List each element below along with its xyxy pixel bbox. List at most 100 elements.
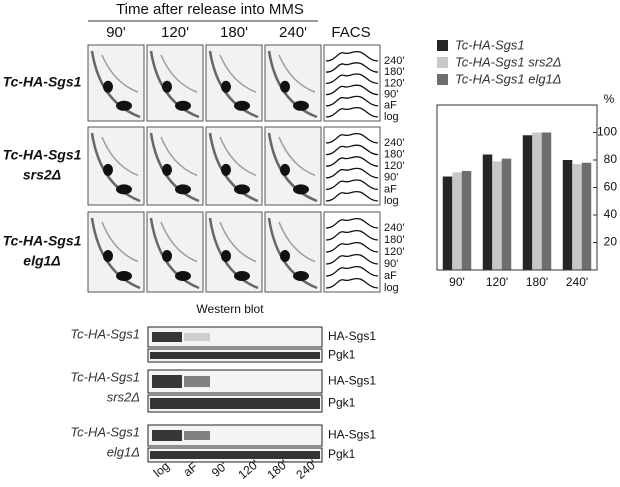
gel-spot <box>234 100 250 111</box>
gel-panel <box>146 44 204 122</box>
bar <box>461 171 472 270</box>
gel-spot <box>221 163 231 176</box>
facs-timepoint: 240' <box>384 55 404 67</box>
gel-arc <box>208 50 259 119</box>
header: Time after release into MMS <box>116 1 304 18</box>
strain-label: Tc-HA-Sgs1 <box>3 147 82 163</box>
gel-spot <box>280 80 290 93</box>
gel-arc <box>208 217 259 290</box>
facs-curve <box>325 167 379 179</box>
facs-timepoint: aF <box>384 183 397 195</box>
y-tick-label: 100 <box>597 125 617 139</box>
gel-arc <box>160 54 198 93</box>
blot-strain-label: Tc-HA-Sgs1 <box>70 326 140 341</box>
gel-arc <box>90 217 141 290</box>
gel-spot <box>116 271 132 281</box>
legend-swatch <box>437 57 448 68</box>
strain-label: srs2Δ <box>23 167 61 183</box>
gel-spot <box>162 163 172 176</box>
gel-arc <box>278 221 316 263</box>
facs-curve <box>325 84 379 96</box>
y-tick-label: 80 <box>604 152 618 166</box>
gel-spot <box>103 163 113 176</box>
x-tick-label: 90' <box>449 275 465 289</box>
bar <box>532 132 542 270</box>
gel-spot <box>221 250 231 262</box>
gel-spot <box>162 250 172 262</box>
legend-label: Tc-HA-Sgs1 elg1Δ <box>455 71 562 86</box>
band-label: HA-Sgs1 <box>328 329 376 343</box>
facs-curve <box>325 62 379 73</box>
gel-arc <box>267 50 318 119</box>
gel-spot <box>280 250 290 262</box>
facs-timepoint: 90' <box>384 89 398 101</box>
blot-band <box>152 375 182 388</box>
gel-arc <box>149 217 200 290</box>
blot-band <box>152 430 182 441</box>
blot-strain-label: srs2Δ <box>107 389 140 404</box>
facs-curve <box>325 253 379 265</box>
facs-curve <box>325 73 379 85</box>
facs-curve <box>325 156 379 167</box>
lane-label: aF <box>181 459 201 479</box>
legend-swatch <box>437 40 448 51</box>
column-label: 120' <box>161 24 189 41</box>
legend-swatch <box>437 74 448 85</box>
blot-band <box>184 431 210 440</box>
gel-spot <box>175 184 191 195</box>
facs-timepoint: 240' <box>384 137 404 149</box>
gel-arc <box>101 136 139 177</box>
y-tick-label: 20 <box>604 235 618 249</box>
gel-spot <box>293 100 309 111</box>
blot-strip <box>147 424 323 447</box>
legend-label: Tc-HA-Sgs1 srs2Δ <box>455 54 562 69</box>
facs-curve <box>325 144 379 156</box>
western-title: Western blot <box>196 302 264 316</box>
gel-panel <box>205 126 263 206</box>
facs-curve <box>325 217 379 229</box>
facs-timepoint: log <box>384 195 399 207</box>
gel-panel <box>264 126 322 206</box>
gel-spot <box>293 271 309 281</box>
facs-timepoint: 120' <box>384 77 404 89</box>
gel-panel <box>87 126 145 206</box>
bar <box>482 154 493 270</box>
gel-panel <box>146 211 204 293</box>
gel-arc <box>101 54 139 93</box>
gel-arc <box>90 50 141 119</box>
gel-spot <box>103 250 113 262</box>
gel-panel <box>205 211 263 293</box>
y-tick-label: 40 <box>604 207 618 221</box>
facs-timepoint: log <box>384 282 399 294</box>
facs-timepoint: 180' <box>384 234 404 246</box>
facs-timepoint: 180' <box>384 66 404 78</box>
blot-band <box>184 333 210 341</box>
x-tick-label: 180' <box>526 275 548 289</box>
facs-timepoint: log <box>384 111 399 123</box>
facs-timepoint: 240' <box>384 222 404 234</box>
facs-panel <box>323 126 381 206</box>
bar <box>562 160 573 270</box>
band-label: HA-Sgs1 <box>328 428 376 442</box>
gel-arc <box>219 136 257 177</box>
bar <box>452 172 462 270</box>
band-label: Pgk1 <box>328 447 356 461</box>
gel-arc <box>278 136 316 177</box>
bar <box>581 162 592 270</box>
strain-label: elg1Δ <box>23 253 60 269</box>
gel-panel <box>87 211 145 293</box>
facs-curve <box>325 229 379 241</box>
facs-timepoint: 90' <box>384 172 398 184</box>
column-label: 180' <box>220 24 248 41</box>
facs-curve <box>325 277 379 289</box>
y-label: % <box>604 92 615 106</box>
gel-arc <box>278 54 316 93</box>
bar <box>572 164 582 270</box>
gel-arc <box>149 50 200 119</box>
facs-curve <box>325 179 379 191</box>
gel-panel <box>264 44 322 122</box>
gel-arc <box>219 54 257 93</box>
facs-curve <box>325 265 379 277</box>
bar <box>541 132 552 270</box>
